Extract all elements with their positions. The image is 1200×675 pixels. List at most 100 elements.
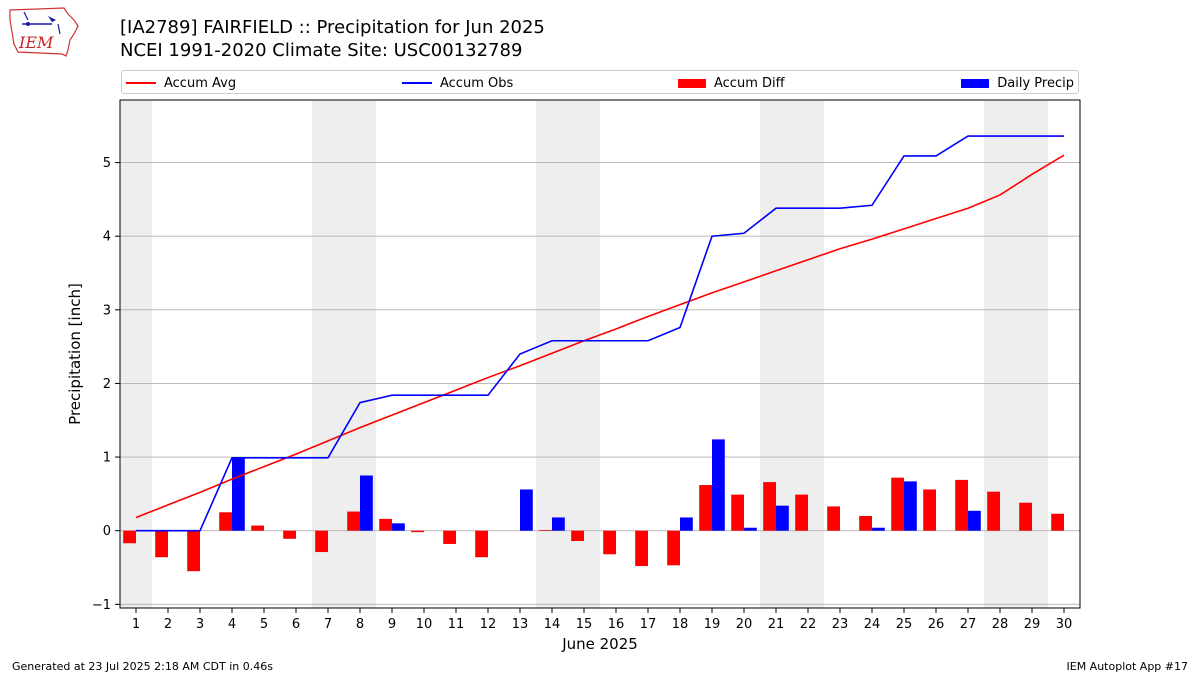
x-tick-label: 9 [388,617,396,632]
daily-precip-bar-day-4 [232,457,245,531]
x-tick-label: 24 [864,617,881,632]
legend-label-accum-avg: Accum Avg [164,75,237,91]
accum-diff-bar-day-23 [827,506,840,531]
x-tick-label: 28 [992,617,1009,632]
legend-swatch-accum-obs [402,82,432,84]
accum-diff-bar-day-12 [475,530,488,558]
daily-precip-bar-day-9 [392,523,405,531]
x-tick-label: 22 [800,617,817,632]
weekend-band-day-21 [760,100,792,608]
accum-diff-bar-day-18 [667,530,680,566]
x-tick-label: 30 [1056,617,1073,632]
legend: Accum Avg Accum Obs Accum Diff Daily Pre… [121,70,1079,94]
accum-diff-bar-day-28 [987,491,1000,531]
accum-diff-bar-day-24 [859,515,872,531]
accum-diff-bar-day-11 [443,530,456,544]
daily-precip-bar-day-19 [712,439,725,531]
accum-diff-bar-day-6 [283,530,296,539]
accum-diff-bar-day-20 [731,494,744,531]
y-tick-label: 5 [103,156,111,171]
daily-precip-bar-day-21 [776,505,789,531]
generated-timestamp: Generated at 23 Jul 2025 2:18 AM CDT in … [12,660,273,673]
weekend-band-day-29 [1016,100,1048,608]
legend-swatch-accum-avg [126,82,156,84]
accum-diff-bar-day-29 [1019,502,1032,531]
daily-precip-bar-day-13 [520,489,533,531]
daily-precip-bar-day-24 [872,527,885,531]
iowa-state-outline-icon: IEM [9,7,79,57]
weekend-band-day-28 [984,100,1016,608]
weekend-band-day-22 [792,100,824,608]
chart-title: [IA2789] FAIRFIELD :: Precipitation for … [120,17,545,38]
accum-diff-bar-day-4 [219,512,232,531]
plot-frame [119,99,1081,609]
y-tick-label: −1 [92,598,111,613]
x-tick-label: 3 [196,617,204,632]
accum-diff-bar-day-26 [923,489,936,531]
x-tick-label: 15 [576,617,593,632]
x-tick-label: 4 [228,617,236,632]
x-tick-label: 7 [324,617,332,632]
legend-swatch-accum-diff [678,78,706,88]
x-tick-label: 18 [672,617,689,632]
daily-precip-bar-day-18 [680,517,693,531]
daily-precip-bar-day-27 [968,510,981,531]
x-tick-label: 10 [416,617,433,632]
accum-diff-bar-day-21 [763,482,776,531]
legend-item-accum-avg: Accum Avg [126,74,236,92]
x-tick-label: 27 [960,617,977,632]
y-tick-label: 1 [103,451,111,466]
daily-precip-bar-day-8 [360,475,373,531]
y-tick-label: 0 [103,524,111,539]
accum-diff-bar-day-10 [411,530,424,533]
y-tick-label: 2 [103,377,111,392]
y-axis-label: Precipitation [inch] [66,283,84,425]
daily-precip-bar-day-25 [904,481,917,531]
x-tick-label: 6 [292,617,300,632]
accum-obs-line [136,135,1064,532]
accum-diff-bar-day-14 [539,529,552,531]
y-tick-label: 4 [103,230,111,245]
weekend-band-day-15 [568,100,600,608]
weekend-band-day-7 [312,100,344,608]
daily-precip-bar-day-20 [744,527,757,531]
legend-label-accum-obs: Accum Obs [440,75,514,91]
legend-label-accum-diff: Accum Diff [714,75,785,91]
accum-diff-bar-day-25 [891,477,904,531]
app-label: IEM Autoplot App #17 [1066,660,1189,673]
accum-diff-bar-day-27 [955,479,968,531]
x-tick-label: 8 [356,617,364,632]
x-tick-label: 12 [480,617,497,632]
x-tick-label: 25 [896,617,913,632]
x-tick-label: 13 [512,617,529,632]
accum-diff-bar-day-5 [251,525,264,531]
legend-item-daily-precip: Daily Precip [961,74,1074,92]
accum-diff-bar-day-1 [123,530,136,544]
x-tick-label: 16 [608,617,625,632]
legend-item-accum-obs: Accum Obs [402,74,513,92]
x-tick-label: 19 [704,617,721,632]
accum-diff-bar-day-17 [635,530,648,567]
accum-diff-bar-day-16 [603,530,616,555]
accum-diff-bar-day-15 [571,530,584,542]
daily-precip-bar-day-14 [552,517,565,531]
accum-diff-bar-day-3 [187,530,200,572]
accum-diff-bar-day-2 [155,530,168,558]
x-tick-label: 20 [736,617,753,632]
x-tick-label: 14 [544,617,561,632]
y-tick-label: 3 [103,303,111,318]
iem-logo: IEM [8,6,80,58]
accum-diff-bar-day-8 [347,511,360,531]
legend-item-accum-diff: Accum Diff [678,74,785,92]
x-tick-label: 1 [132,617,140,632]
accum-diff-bar-day-7 [315,530,328,553]
accum-diff-bar-day-30 [1051,513,1064,531]
x-axis-label: June 2025 [561,635,638,653]
accum-diff-bar-day-22 [795,494,808,531]
x-tick-label: 21 [768,617,785,632]
weekend-band-day-8 [344,100,376,608]
accum-diff-bar-day-9 [379,518,392,531]
x-tick-label: 17 [640,617,657,632]
logo-text: IEM [18,33,54,52]
